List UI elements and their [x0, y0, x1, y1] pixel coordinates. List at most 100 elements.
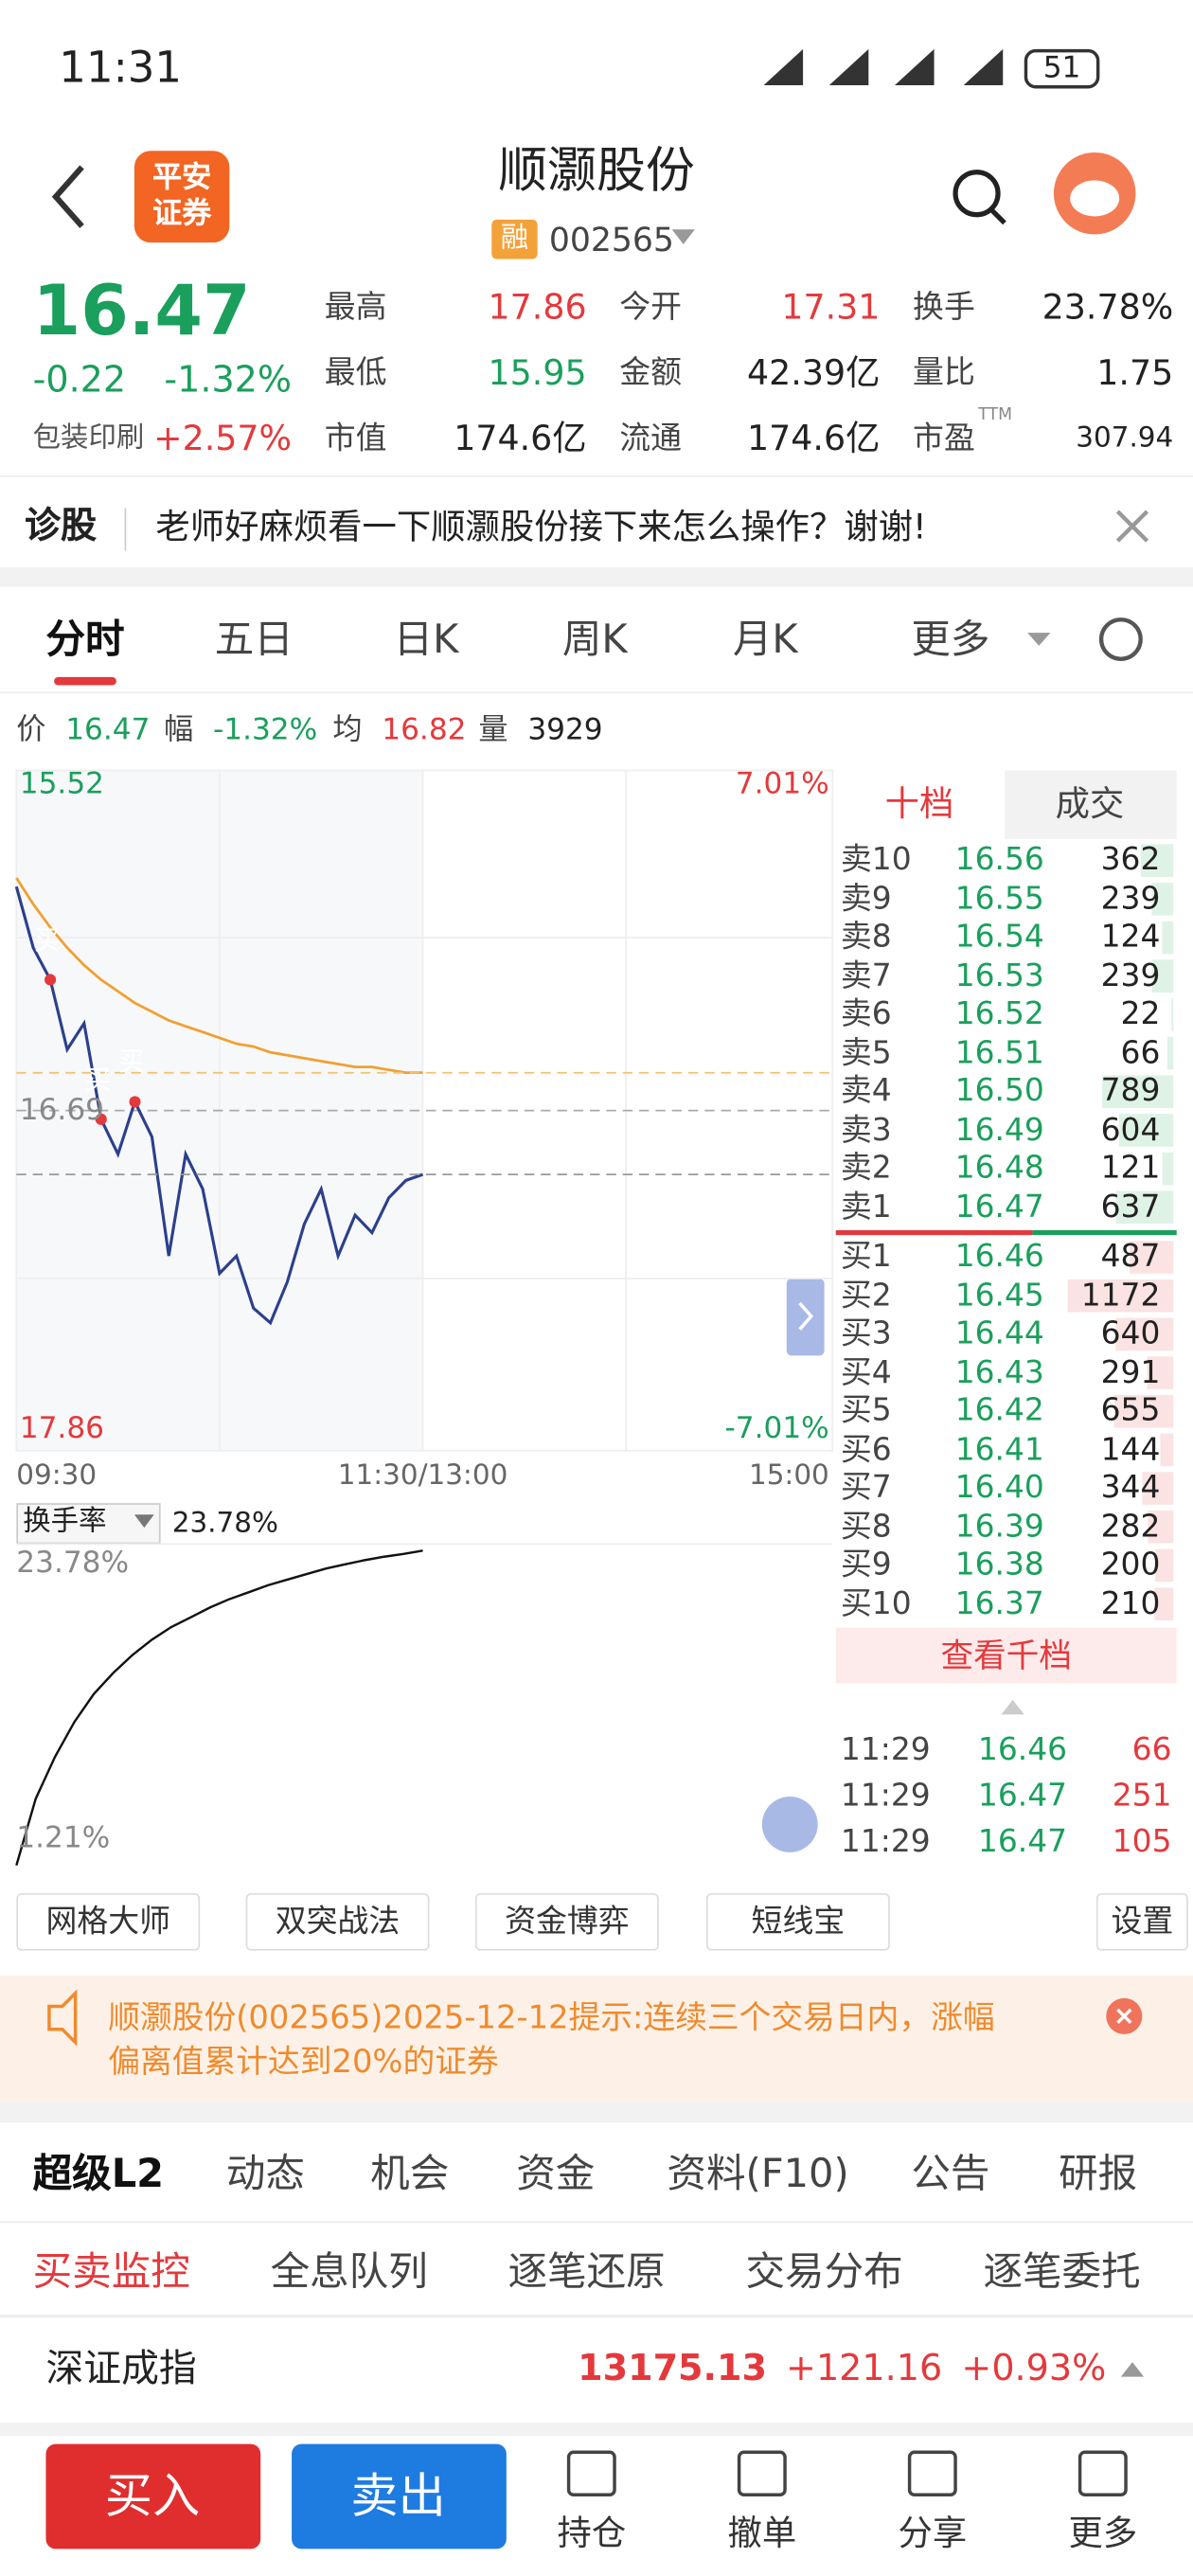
selector[interactable]	[16, 1503, 161, 1545]
margin-tag	[491, 219, 538, 259]
volume-bar	[1171, 998, 1174, 1031]
section-tab[interactable]: 资料(F10)	[667, 2150, 849, 2197]
book-volume: 66	[1120, 1034, 1161, 1071]
y2-tick-label: 7.01%	[735, 767, 829, 802]
turnover-value: 23.78%	[171, 1507, 278, 1541]
chart-tab[interactable]: 更多	[911, 616, 990, 663]
settings-button[interactable]	[1095, 1893, 1188, 1951]
book-tab-bg	[1004, 770, 1177, 840]
volume-bar	[1162, 921, 1174, 955]
dropdown-arrow	[671, 229, 695, 244]
price-change-pct: -1.32%	[164, 360, 293, 402]
broker-logo-text: 平安	[151, 160, 212, 195]
volume-bar	[1102, 1075, 1174, 1109]
tool-label[interactable]: 双突战法	[275, 1904, 401, 1941]
avatar	[1070, 180, 1120, 217]
y-tick-label: 16.69	[19, 1092, 104, 1127]
broker-logo	[134, 151, 230, 243]
section-tab[interactable]: 动态	[225, 2150, 305, 2197]
section-tab[interactable]: 超级L2	[32, 2150, 165, 2197]
stat-value: 174.6亿	[747, 419, 881, 458]
chart-tab[interactable]: 周K	[561, 616, 628, 663]
expand-button[interactable]	[786, 1279, 825, 1356]
book-level: 卖2	[840, 1150, 892, 1187]
y-tick-label: 23.78%	[16, 1546, 130, 1581]
stat-label: 今开	[619, 289, 683, 326]
book-volume: 282	[1100, 1508, 1161, 1545]
nav-label[interactable]: 持仓	[557, 2513, 627, 2553]
signal-label: 买	[84, 1063, 112, 1095]
nav-label[interactable]: 撤单	[727, 2513, 797, 2553]
book-price: 16.39	[954, 1508, 1044, 1545]
sell-label[interactable]: 卖出	[350, 2467, 446, 2524]
sub-tab[interactable]: 逐笔委托	[983, 2248, 1141, 2296]
book-level: 买5	[840, 1392, 892, 1429]
expand-icon	[798, 1301, 814, 1331]
sub-tab[interactable]: 买卖监控	[32, 2248, 190, 2296]
section-tab[interactable]: 研报	[1059, 2150, 1138, 2197]
tool-button[interactable]	[16, 1893, 201, 1951]
margin-tag-text: 融	[500, 222, 529, 256]
stat-label: 量比	[913, 354, 975, 391]
tool-label[interactable]: 短线宝	[751, 1904, 846, 1941]
tool-button[interactable]	[705, 1893, 890, 1951]
section-tab[interactable]: 公告	[911, 2150, 990, 2197]
book-price: 16.50	[954, 1072, 1044, 1109]
book-price: 16.38	[954, 1547, 1044, 1583]
stock-name: 顺灏股份	[498, 142, 695, 201]
book-level: 卖3	[840, 1111, 892, 1148]
chart-tab[interactable]: 日K	[393, 616, 459, 663]
more-levels-text[interactable]: 查看千档	[940, 1636, 1072, 1675]
sell-button[interactable]	[292, 2443, 507, 2549]
index-value: 13175.13	[578, 2349, 768, 2390]
chart-tab[interactable]: 分时	[45, 616, 125, 663]
book-price: 16.49	[954, 1111, 1044, 1148]
tool-button[interactable]	[245, 1893, 430, 1951]
fullscreen-button	[761, 1796, 818, 1852]
trade-volume: 105	[1112, 1823, 1172, 1860]
book-volume: 362	[1100, 841, 1161, 878]
signal-dot	[129, 1096, 141, 1108]
settings-label[interactable]: 设置	[1111, 1904, 1174, 1941]
collapse-arrow	[1001, 1699, 1024, 1715]
separator	[0, 2314, 1193, 2318]
book-volume: 22	[1120, 995, 1161, 1032]
battery-level: 51	[1042, 50, 1081, 86]
book-tab[interactable]: 十档	[884, 784, 954, 824]
section-tab[interactable]: 资金	[516, 2150, 596, 2197]
sub-tab[interactable]: 全息队列	[270, 2248, 428, 2296]
buy-label[interactable]: 买入	[104, 2467, 201, 2524]
tool-button[interactable]	[474, 1893, 659, 1951]
section-tab[interactable]: 机会	[370, 2150, 450, 2197]
y-tick-label: 1.21%	[16, 1820, 111, 1856]
book-level: 卖5	[840, 1034, 892, 1071]
x-tick-label: 15:00	[748, 1459, 829, 1493]
volume-bar	[1067, 1279, 1174, 1313]
sub-tab[interactable]: 交易分布	[745, 2248, 903, 2296]
volume-bar	[1162, 1152, 1174, 1186]
chart-tab[interactable]: 五日	[214, 616, 294, 663]
tool-label[interactable]: 网格大师	[45, 1904, 171, 1941]
search-icon	[989, 207, 1006, 225]
volume-bar	[1115, 1190, 1174, 1225]
volume-bar	[1148, 1510, 1174, 1544]
more-levels[interactable]	[835, 1627, 1177, 1684]
book-tab[interactable]: 成交	[1055, 784, 1125, 824]
book-volume: 124	[1100, 919, 1161, 956]
price-line	[14, 886, 424, 1326]
stat-value: 23.78%	[1042, 287, 1174, 328]
nav-label[interactable]: 更多	[1068, 2513, 1138, 2553]
nav-label[interactable]: 分享	[898, 2513, 968, 2553]
info-label: 价	[16, 712, 46, 748]
buy-button[interactable]	[45, 2443, 261, 2549]
tool-label[interactable]: 资金博弈	[505, 1904, 630, 1941]
book-volume: 144	[1100, 1430, 1161, 1468]
sub-tab[interactable]: 逐笔还原	[507, 2248, 666, 2296]
chart-tab[interactable]: 月K	[732, 616, 798, 663]
book-level: 卖6	[840, 995, 892, 1032]
info-label: 量	[478, 712, 508, 748]
settings-icon	[1098, 617, 1143, 661]
book-price: 16.41	[954, 1430, 1044, 1468]
